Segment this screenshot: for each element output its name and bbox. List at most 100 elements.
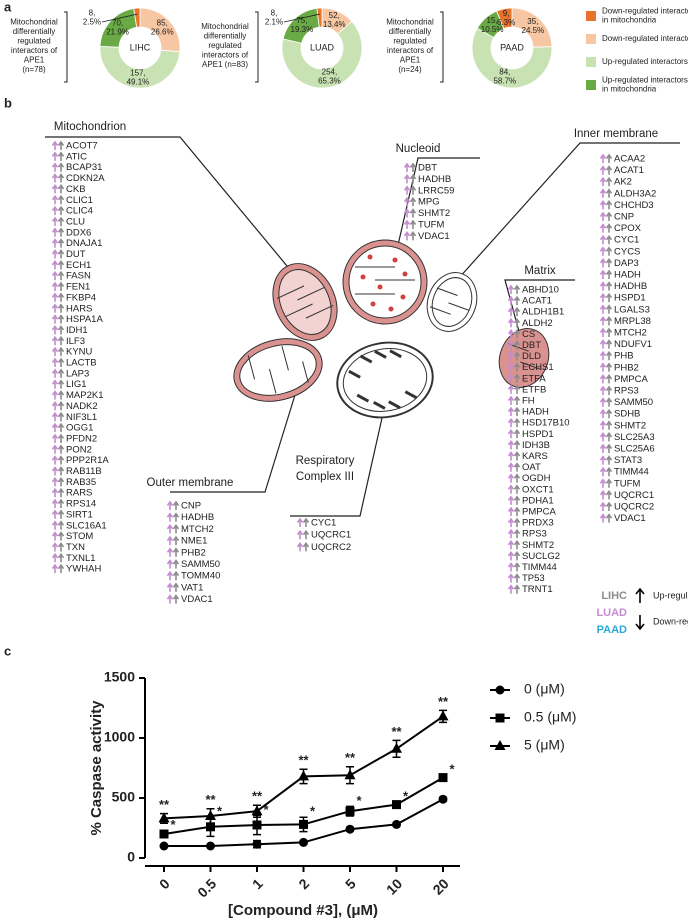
gene-label: DLD: [522, 351, 541, 362]
regulation-arrow: [166, 582, 174, 592]
leader-line: [283, 13, 320, 23]
gene-label: RAB35: [66, 477, 96, 488]
gene-label: MAP2K1: [66, 390, 104, 401]
gene-label: HSPA1A: [66, 314, 103, 325]
key-dataset: LIHC: [601, 590, 627, 602]
side-label: Mitochondrial differentially regulated inte…: [201, 22, 249, 69]
gene-label: SHMT2: [522, 540, 554, 551]
gene-label: ILF3: [66, 336, 85, 347]
gene-label: ECHS1: [522, 362, 554, 373]
regulation-arrow: [57, 325, 65, 335]
significance-label: *: [403, 789, 409, 804]
gene-label: IDH3B: [522, 440, 550, 451]
regulation-arrow: [599, 501, 607, 511]
legend-marker: [494, 740, 506, 750]
regulation-arrow: [605, 188, 613, 198]
significance-label: **: [391, 724, 402, 739]
legend-swatch: [586, 11, 596, 21]
regulation-arrow: [507, 517, 515, 528]
regulation-arrow: [296, 529, 304, 540]
leader-line: [101, 13, 138, 23]
significance-label: *: [356, 793, 362, 808]
regulation-arrow: [599, 223, 607, 233]
gene-label: IDH1: [66, 325, 88, 336]
side-label: Mitochondrial differentially regulated inte…: [10, 17, 58, 74]
regulation-arrow: [599, 362, 607, 372]
regulation-arrow: [605, 408, 613, 419]
regulation-arrow: [513, 451, 521, 461]
significance-label: **: [205, 792, 216, 807]
gene-label: FKBP4: [66, 292, 96, 303]
gene-label: OGG1: [66, 423, 93, 434]
point: [298, 770, 309, 781]
regulation-arrow: [599, 478, 607, 488]
key-dataset: LUAD: [596, 607, 627, 619]
gene-label: RPS3: [614, 386, 639, 397]
gene-label: PON2: [66, 444, 92, 455]
point: [206, 822, 215, 832]
regulation-arrow: [57, 401, 65, 411]
donut-segment: [281, 20, 363, 89]
regulation-arrow: [51, 314, 59, 324]
regulation-arrow: [507, 506, 515, 516]
group-title: Mitochondrion: [54, 121, 126, 133]
regulation-arrow: [605, 316, 613, 326]
point: [437, 710, 449, 721]
gene-label: TIMM44: [522, 562, 557, 573]
significance-label: *: [170, 817, 176, 832]
regulation-arrow: [599, 408, 607, 419]
regulation-arrow: [605, 466, 613, 477]
down-arrow: [635, 615, 645, 631]
regulation-arrow: [166, 559, 174, 569]
regulation-arrow: [51, 335, 59, 346]
regulation-arrow: [513, 417, 521, 428]
regulation-arrow: [605, 258, 613, 268]
regulation-arrow: [57, 335, 65, 346]
regulation-arrow: [57, 227, 65, 237]
regulation-arrow: [302, 529, 310, 540]
regulation-arrow: [172, 535, 180, 546]
gene-label: FH: [522, 396, 535, 407]
gene-label: HADHB: [181, 512, 214, 523]
gene-label: STOM: [66, 531, 93, 542]
regulation-arrow: [507, 406, 515, 417]
regulation-arrow: [605, 478, 613, 488]
regulation-arrow: [51, 173, 59, 183]
regulation-arrow: [605, 501, 613, 511]
x-tick-label: 0.5: [194, 875, 219, 900]
value-label: 15, 10.5%: [481, 16, 504, 34]
bracket: [64, 11, 68, 83]
group-title: Outer membrane: [147, 477, 234, 489]
regulation-arrow: [599, 200, 607, 210]
point: [252, 820, 262, 830]
regulation-arrow: [605, 420, 613, 430]
donut-segment: [496, 7, 513, 30]
regulation-arrow: [51, 216, 59, 226]
gene-label: PHB2: [181, 547, 206, 558]
regulation-arrow: [599, 327, 607, 337]
regulation-arrow: [599, 246, 607, 256]
regulation-arrow: [513, 573, 521, 583]
gene-label: CPOX: [614, 223, 642, 234]
regulation-arrow: [57, 140, 65, 150]
regulation-arrow: [51, 542, 59, 552]
gene-label: CYC1: [614, 235, 639, 246]
gene-label: UQCRC1: [614, 490, 654, 501]
regulation-arrow: [409, 208, 417, 218]
regulation-arrow: [57, 444, 65, 454]
legend-label: Up-regulated interactors in mitochondria: [602, 76, 688, 94]
regulation-arrow: [166, 594, 174, 604]
regulation-arrow: [51, 162, 59, 172]
regulation-arrow: [507, 295, 515, 306]
gene-label: HARS: [66, 303, 92, 314]
regulation-arrow: [513, 517, 521, 528]
regulation-arrow: [57, 151, 65, 161]
gene-label: VDAC1: [418, 231, 450, 242]
gene-label: PMPCA: [614, 374, 648, 385]
regulation-arrow: [57, 455, 65, 465]
regulation-arrow: [57, 487, 65, 498]
regulation-arrow: [507, 495, 515, 505]
regulation-arrow: [513, 506, 521, 516]
regulation-arrow: [507, 551, 515, 561]
